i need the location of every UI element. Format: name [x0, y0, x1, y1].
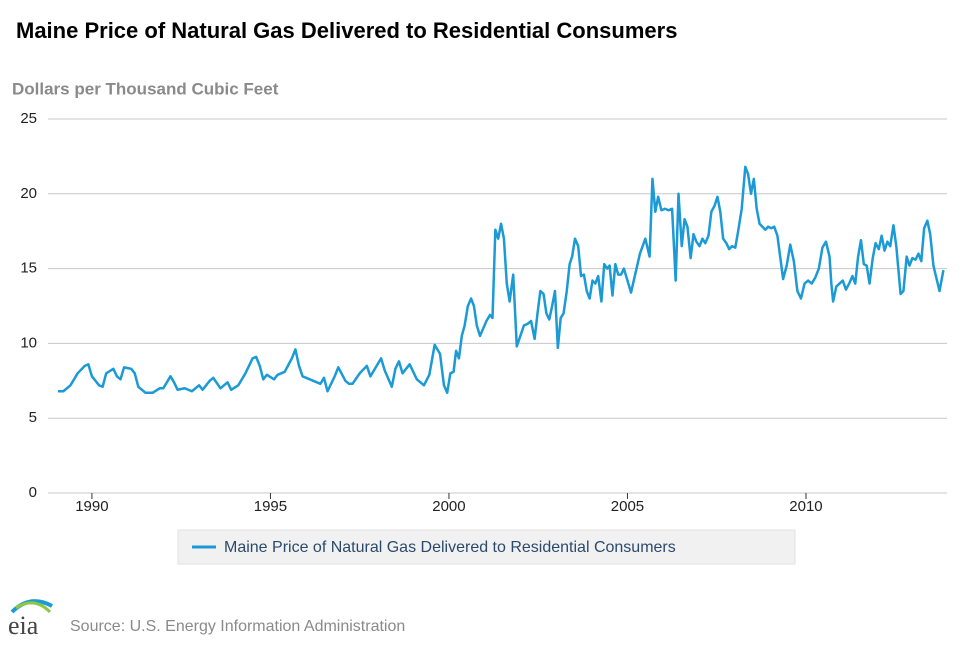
- logo-text: eia: [8, 611, 39, 640]
- logo-arc: [15, 601, 52, 614]
- y-tick-label: 0: [29, 484, 37, 501]
- x-tick-label: 1995: [254, 498, 287, 515]
- y-tick-label: 15: [20, 260, 37, 277]
- eia-logo: eia: [8, 599, 53, 640]
- y-tick-label: 5: [29, 409, 37, 426]
- legend-label: Maine Price of Natural Gas Delivered to …: [224, 539, 676, 556]
- x-tick-label: 2000: [432, 498, 465, 515]
- y-axis-label: Dollars per Thousand Cubic Feet: [12, 79, 279, 98]
- x-tick-label: 2010: [789, 498, 822, 515]
- y-tick-label: 10: [20, 334, 37, 351]
- y-tick-label: 25: [20, 110, 37, 127]
- x-tick-label: 1990: [75, 498, 108, 515]
- series-line: [58, 165, 945, 395]
- legend-box: [177, 529, 796, 565]
- source: Source: U.S. Energy Information Administ…: [70, 618, 405, 635]
- x-tick-label: 2005: [611, 498, 644, 515]
- y-tick-label: 20: [20, 185, 37, 202]
- chart-title: Maine Price of Natural Gas Delivered to …: [16, 18, 677, 43]
